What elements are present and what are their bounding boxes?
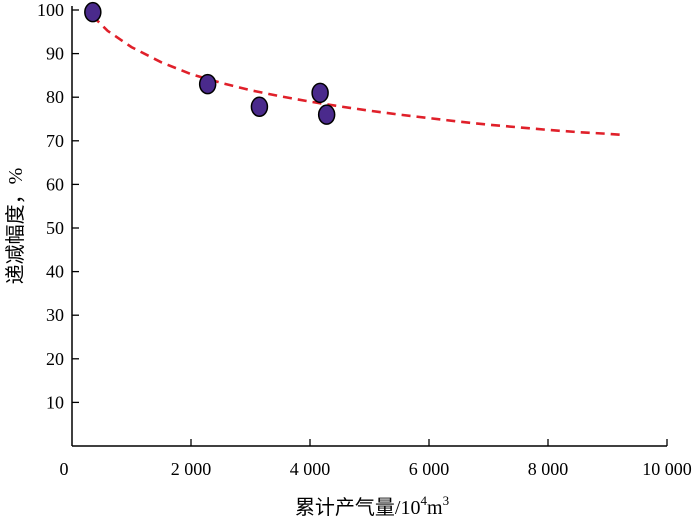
y-tick-label: 70 xyxy=(46,131,64,151)
y-tick-label: 10 xyxy=(46,392,64,412)
x-tick-label: 4 000 xyxy=(290,459,331,479)
y-tick-label: 80 xyxy=(46,87,64,107)
axes xyxy=(71,6,667,447)
x-axis-ticks: 0 2 000 4 000 6 000 8 000 10 000 xyxy=(60,439,692,479)
data-point xyxy=(84,1,102,23)
y-tick-label: 60 xyxy=(46,174,64,194)
x-tick-label: 2 000 xyxy=(171,459,212,479)
y-tick-label: 90 xyxy=(46,44,64,64)
trend-line-layer xyxy=(91,15,626,137)
data-point xyxy=(198,73,217,95)
y-tick-label: 30 xyxy=(46,305,64,325)
trend-line xyxy=(91,15,626,137)
x-tick-label: 6 000 xyxy=(409,459,450,479)
x-axis-title: 累计产气量/104m3 xyxy=(295,493,449,519)
data-point xyxy=(311,82,329,104)
data-point xyxy=(317,104,336,125)
y-tick-label: 20 xyxy=(46,349,64,369)
data-points-layer xyxy=(84,1,336,125)
x-tick-label: 8 000 xyxy=(528,459,569,479)
y-tick-label: 50 xyxy=(46,218,64,238)
y-axis-ticks: 10 20 30 40 50 60 70 80 90 100 xyxy=(37,0,79,412)
y-tick-label: 40 xyxy=(46,262,64,282)
data-point xyxy=(250,96,269,118)
x-tick-label: 10 000 xyxy=(642,459,692,479)
y-tick-label: 100 xyxy=(37,0,64,20)
y-axis-title: 递减幅度，% xyxy=(4,168,27,285)
x-tick-label: 0 xyxy=(60,459,69,479)
